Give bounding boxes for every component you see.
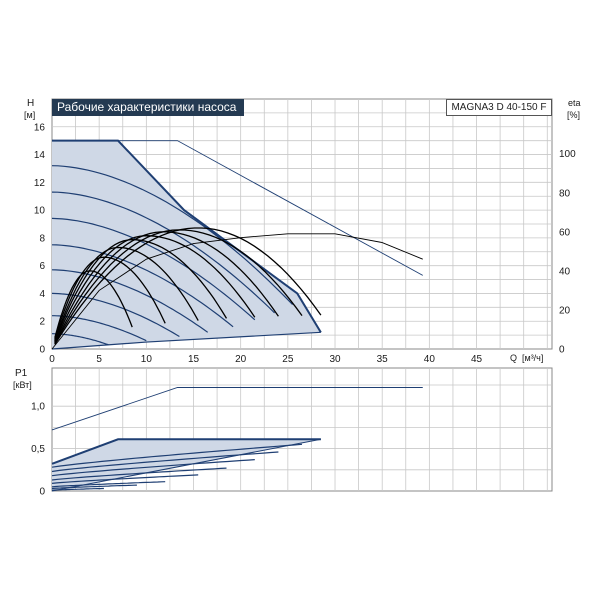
eta-curve-8 xyxy=(54,270,133,338)
power-max-extension-line xyxy=(51,387,423,431)
eta-tick-label: 40 xyxy=(559,266,571,277)
power-min-curve xyxy=(51,438,321,492)
eta-tick-label: 0 xyxy=(559,345,565,356)
head-tick-label: 2 xyxy=(39,317,45,328)
power-tick-label: 0 xyxy=(39,487,45,498)
eta-axis-label: eta xyxy=(568,98,581,108)
head-axis-unit: [м] xyxy=(24,110,36,120)
power-tick-label: 0,5 xyxy=(31,444,45,455)
power-speed-curve-4 xyxy=(51,467,227,481)
flow-tick-label: 15 xyxy=(188,354,200,365)
head-tick-label: 10 xyxy=(34,206,46,217)
power-speed-curve-1 xyxy=(51,443,303,468)
head-tick-label: 4 xyxy=(39,289,45,300)
flow-tick-label: 10 xyxy=(141,354,153,365)
head-speed-curve-3 xyxy=(51,217,256,321)
head-tick-label: 6 xyxy=(39,261,45,272)
eta-tick-label: 100 xyxy=(559,149,576,160)
power-axis-unit: [кВт] xyxy=(13,380,32,390)
head-max-curve xyxy=(52,139,322,333)
head-tick-label: 0 xyxy=(39,345,45,356)
flow-tick-label: 0 xyxy=(49,354,55,365)
eta-curve-6 xyxy=(54,246,199,341)
eta-tick-label: 80 xyxy=(559,188,571,199)
power-speed-curve-3 xyxy=(51,459,255,477)
head-speed-curve-4 xyxy=(51,244,234,328)
head-speed-curve-1 xyxy=(51,165,294,306)
eta-curve-4 xyxy=(54,235,256,343)
eta-curve-3 xyxy=(54,231,279,344)
head-max-extension-line xyxy=(118,140,423,276)
eta-curve-7 xyxy=(54,256,166,340)
head-tick-label: 14 xyxy=(34,150,46,161)
head-speed-curve-5 xyxy=(51,269,209,333)
flow-axis-unit: [м³/ч] xyxy=(522,353,544,363)
eta-tick-label: 60 xyxy=(559,227,571,238)
flow-tick-label: 20 xyxy=(235,354,247,365)
flow-axis-label: Q xyxy=(510,353,518,363)
head-tick-label: 16 xyxy=(34,122,46,133)
flow-tick-label: 40 xyxy=(424,354,436,365)
eta-curve-5 xyxy=(54,238,228,342)
power-speed-curve-5 xyxy=(51,474,199,484)
head-speed-curve-7 xyxy=(52,315,147,342)
flow-tick-label: 45 xyxy=(471,354,483,365)
head-axis-label: H xyxy=(27,98,35,109)
power-axis-label: P1 xyxy=(15,368,28,379)
power-speed-curve-7 xyxy=(51,484,137,490)
head-tick-label: 12 xyxy=(34,178,46,189)
model-label: MAGNA3 D 40-150 F xyxy=(446,99,552,116)
flow-tick-label: 30 xyxy=(329,354,341,365)
eta-curve-1 xyxy=(54,227,322,345)
power-max-curve xyxy=(51,438,321,465)
head-tick-label: 8 xyxy=(39,233,45,244)
power-tick-label: 1,0 xyxy=(31,402,45,413)
eta-curve-2 xyxy=(54,229,303,345)
eta-tick-label: 20 xyxy=(559,305,571,316)
flow-tick-label: 25 xyxy=(282,354,294,365)
eta-extended-curve xyxy=(51,233,423,350)
flow-tick-label: 5 xyxy=(96,354,102,365)
flow-tick-label: 35 xyxy=(377,354,389,365)
chart-title: Рабочие характеристики насоса xyxy=(52,99,244,116)
power-speed-curve-6 xyxy=(51,481,166,488)
eta-axis-unit: [%] xyxy=(567,110,581,120)
head-min-curve xyxy=(51,331,321,350)
head-speed-curve-2 xyxy=(51,191,276,314)
